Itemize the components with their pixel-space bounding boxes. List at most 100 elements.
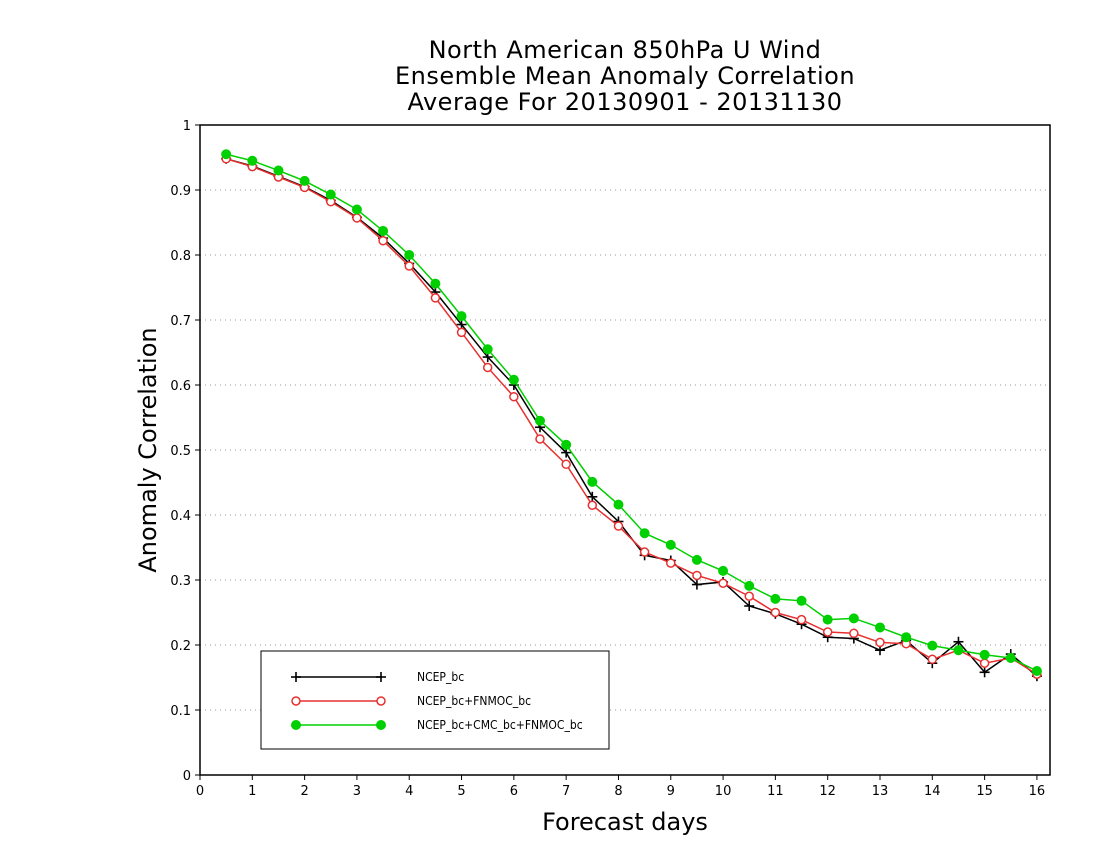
data-point bbox=[744, 591, 754, 601]
gridlines bbox=[200, 189, 1050, 711]
data-point bbox=[378, 225, 389, 236]
data-point bbox=[691, 579, 702, 590]
chart-title-line-2: Ensemble Mean Anomaly Correlation bbox=[394, 62, 856, 90]
data-point bbox=[404, 261, 414, 271]
legend-label: NCEP_bc+CMC_bc+FNMOC_bc bbox=[417, 718, 583, 732]
data-point bbox=[482, 344, 493, 355]
data-point bbox=[901, 632, 912, 643]
legend-box bbox=[260, 650, 610, 750]
legend-marker bbox=[291, 672, 301, 682]
series-line bbox=[225, 158, 1038, 675]
data-point bbox=[351, 204, 362, 215]
data-point bbox=[718, 565, 729, 576]
data-point bbox=[875, 637, 885, 648]
x-tick-label: 3 bbox=[353, 784, 361, 799]
data-point bbox=[770, 593, 781, 604]
data-point bbox=[509, 391, 519, 402]
data-point bbox=[325, 189, 336, 200]
data-point bbox=[404, 250, 415, 260]
data-point bbox=[744, 580, 755, 591]
x-tick-label: 15 bbox=[976, 784, 993, 799]
data-point bbox=[639, 547, 650, 557]
data-point bbox=[953, 636, 964, 647]
data-point bbox=[822, 627, 833, 637]
data-point bbox=[979, 658, 990, 668]
legend-label: NCEP_bc+FNMOC_bc bbox=[417, 694, 531, 708]
data-point bbox=[456, 311, 467, 322]
legend-marker bbox=[291, 696, 301, 706]
x-tick-label: 16 bbox=[1029, 784, 1046, 799]
y-tick-label: 0.5 bbox=[170, 444, 191, 459]
data-point bbox=[561, 439, 572, 450]
x-axis-label: Forecast days bbox=[542, 808, 708, 836]
data-point bbox=[221, 149, 232, 160]
data-point bbox=[535, 434, 545, 444]
data-point bbox=[979, 667, 990, 678]
data-point bbox=[639, 528, 650, 539]
data-point bbox=[744, 601, 755, 611]
data-point bbox=[692, 570, 702, 581]
data-point bbox=[796, 595, 807, 606]
data-point bbox=[378, 235, 388, 246]
data-point bbox=[796, 614, 807, 625]
series-line bbox=[225, 153, 1038, 672]
data-point bbox=[587, 500, 598, 510]
y-tick-label: 1 bbox=[183, 119, 191, 134]
data-point bbox=[1031, 666, 1042, 676]
data-point bbox=[299, 175, 310, 186]
series-ncep-bc-fnmoc-bc bbox=[221, 154, 1042, 679]
data-point bbox=[665, 539, 676, 550]
data-point bbox=[822, 614, 833, 625]
legend-marker bbox=[376, 720, 386, 730]
x-tick-label: 14 bbox=[924, 784, 941, 799]
series-line bbox=[225, 158, 1038, 677]
y-tick-label: 0.9 bbox=[170, 184, 191, 199]
x-tick-label: 13 bbox=[872, 784, 889, 799]
x-tick-label: 8 bbox=[614, 784, 622, 799]
data-point bbox=[508, 374, 519, 385]
data-point bbox=[927, 654, 938, 665]
x-tick-label: 12 bbox=[819, 784, 836, 799]
y-tick-label: 0.1 bbox=[170, 704, 191, 719]
y-tick-label: 0.4 bbox=[170, 509, 191, 524]
data-point bbox=[535, 415, 545, 426]
axis-ticks: 00.10.20.30.40.50.60.70.80.910 1 2 3 4 5 6 7 8 9 1… bbox=[170, 119, 1045, 799]
data-point bbox=[849, 628, 859, 639]
data-point bbox=[613, 499, 624, 510]
data-point bbox=[587, 476, 598, 487]
x-tick-label: 5 bbox=[457, 784, 465, 799]
y-tick-label: 0.8 bbox=[170, 249, 191, 264]
data-point bbox=[691, 554, 702, 565]
y-tick-label: 0.7 bbox=[170, 314, 191, 329]
data-point bbox=[587, 491, 598, 502]
data-point bbox=[875, 622, 885, 633]
x-tick-label: 11 bbox=[767, 784, 784, 799]
data-point bbox=[482, 362, 493, 373]
x-tick-label: 10 bbox=[715, 784, 732, 799]
data-point bbox=[1005, 653, 1016, 663]
data-point bbox=[953, 645, 964, 656]
data-point bbox=[352, 213, 362, 223]
x-tick-label: 1 bbox=[248, 784, 256, 799]
data-point bbox=[613, 521, 624, 531]
legend-marker bbox=[376, 672, 386, 682]
x-tick-label: 7 bbox=[562, 784, 570, 799]
data-point bbox=[718, 578, 728, 588]
data-point bbox=[666, 558, 676, 568]
data-point bbox=[979, 649, 990, 660]
data-point bbox=[456, 327, 467, 338]
legend: NCEP_bc NCEP_bc+FNMOC_bc NCEP_bc+CMC_bc+FN… bbox=[260, 650, 610, 750]
data-point bbox=[561, 459, 571, 470]
data-point bbox=[430, 293, 441, 303]
data-point bbox=[430, 278, 441, 289]
y-tick-label: 0.2 bbox=[170, 639, 191, 654]
data-point bbox=[848, 613, 859, 624]
y-tick-label: 0.6 bbox=[170, 379, 191, 394]
x-tick-label: 9 bbox=[667, 784, 675, 799]
x-tick-label: 6 bbox=[510, 784, 518, 799]
y-axis-label: Anomaly Correlation bbox=[134, 327, 162, 573]
data-series bbox=[221, 149, 1042, 682]
data-point bbox=[273, 165, 284, 176]
y-tick-label: 0.3 bbox=[170, 574, 191, 589]
